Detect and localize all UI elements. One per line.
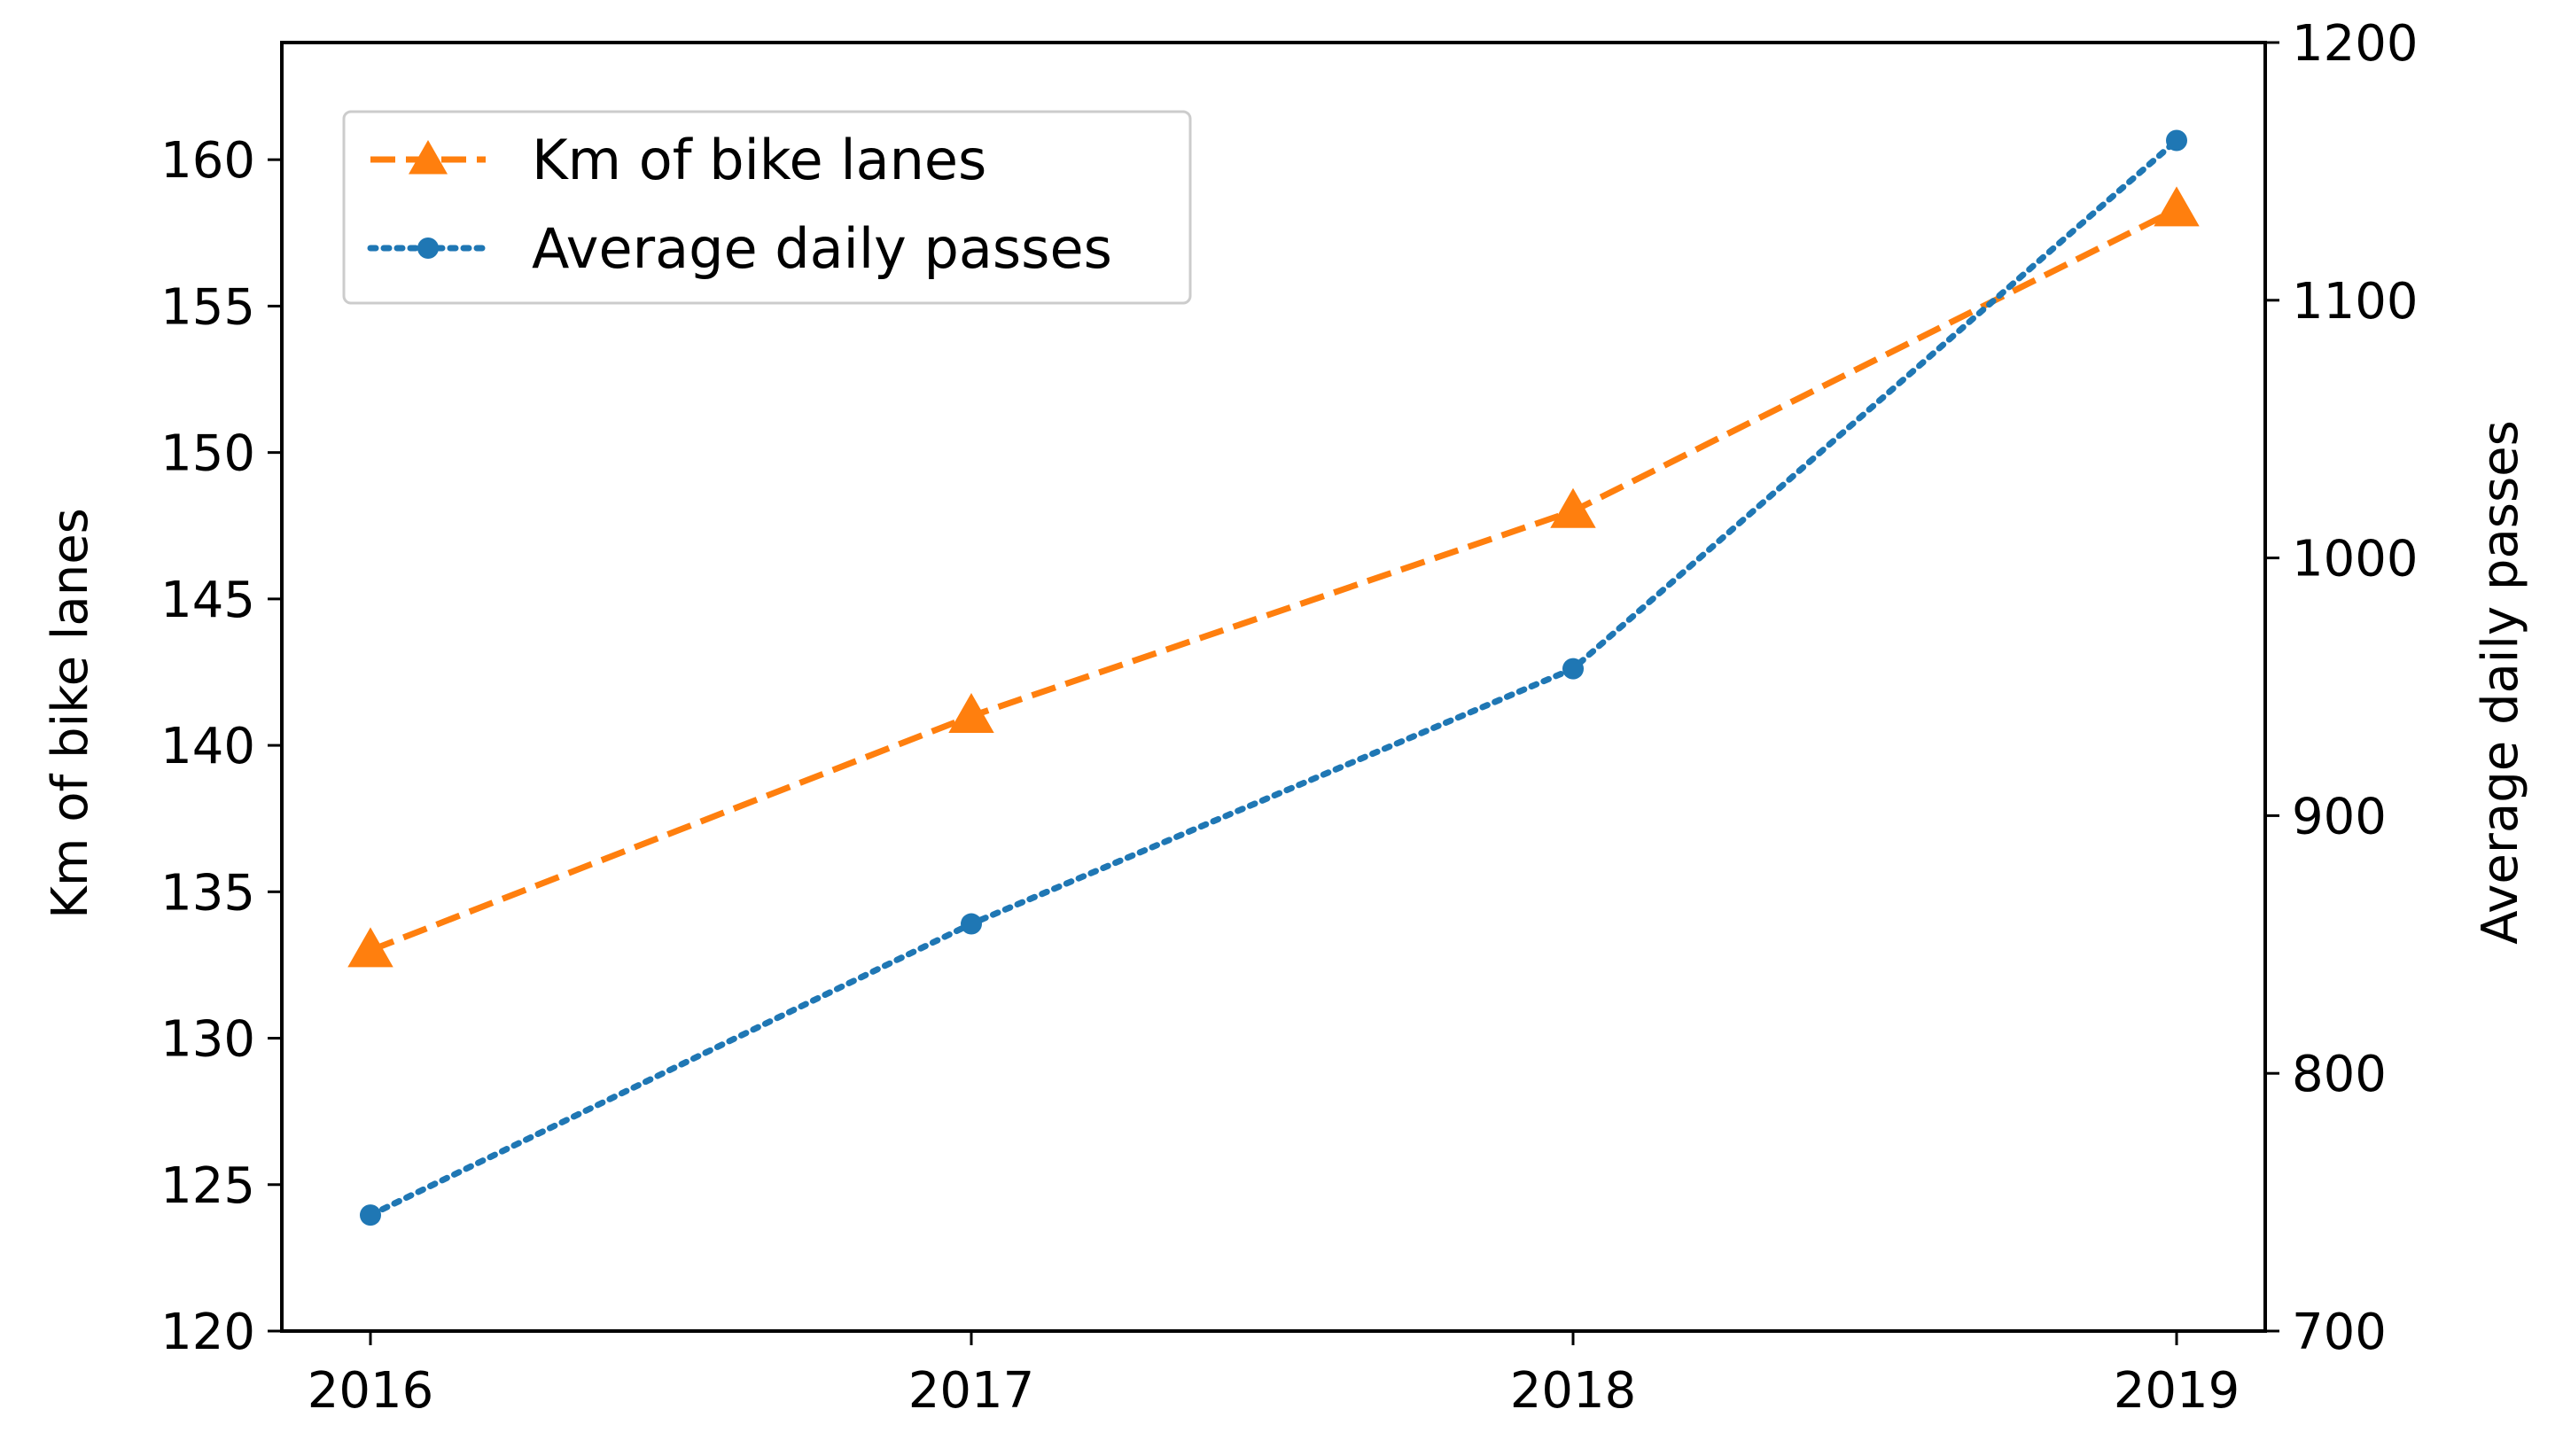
legend-entry-average-daily-passes: Average daily passes xyxy=(367,216,1112,281)
y2-tick-label: 700 xyxy=(2292,1304,2387,1361)
y2-tick-label: 1100 xyxy=(2292,273,2419,331)
y-tick-label: 125 xyxy=(160,1157,255,1215)
y2-tick-label: 900 xyxy=(2292,788,2387,845)
series-layer xyxy=(347,129,2200,1226)
y-tick-label: 155 xyxy=(160,278,255,336)
data-point-average-daily-passes xyxy=(961,913,982,935)
x-axis-ticks: 2016 2017 2018 2019 xyxy=(308,1331,2240,1420)
x-tick-label: 2019 xyxy=(2114,1362,2240,1420)
legend-label: Average daily passes xyxy=(532,216,1112,281)
x-tick-label: 2018 xyxy=(1510,1362,1637,1420)
y-tick-label: 145 xyxy=(160,572,255,629)
data-point-average-daily-passes xyxy=(1562,658,1584,680)
plot-frame xyxy=(280,41,2267,1333)
y2-tick-label: 1200 xyxy=(2292,15,2419,73)
y2-tick-label: 800 xyxy=(2292,1046,2387,1103)
y-axis-ticks: 120 125 130 135 140 145 150 155 160 xyxy=(160,132,282,1361)
series-line-km-of-bike-lanes xyxy=(369,206,2178,954)
y-tick-label: 160 xyxy=(160,132,255,190)
series-line-average-daily-passes xyxy=(367,137,2180,1219)
y2-axis-title: Average daily passes xyxy=(2472,420,2529,945)
y2-axis-ticks: 700 800 900 1000 1100 1200 xyxy=(2265,15,2419,1361)
legend-marker xyxy=(409,140,448,175)
y-tick-label: 150 xyxy=(160,425,255,483)
x-tick-label: 2017 xyxy=(908,1362,1035,1420)
y-tick-label: 135 xyxy=(160,864,255,922)
data-point-km-of-bike-lanes xyxy=(2154,186,2200,227)
legend-marker xyxy=(417,237,439,259)
y-tick-label: 140 xyxy=(160,718,255,775)
x-tick-label: 2016 xyxy=(308,1362,434,1420)
legend-entry-km-of-bike-lanes: Km of bike lanes xyxy=(370,128,986,192)
data-point-km-of-bike-lanes xyxy=(948,693,994,734)
data-point-average-daily-passes xyxy=(2166,129,2187,152)
legend: Km of bike lanes Average daily passes xyxy=(342,110,1192,305)
y-tick-label: 130 xyxy=(160,1011,255,1069)
y-axis-title: Km of bike lanes xyxy=(42,508,99,919)
data-point-km-of-bike-lanes xyxy=(347,927,393,968)
legend-box xyxy=(342,110,1192,305)
y2-tick-label: 1000 xyxy=(2292,531,2419,588)
legend-entries: Km of bike lanes Average daily passes xyxy=(367,128,1112,281)
legend-label: Km of bike lanes xyxy=(532,128,986,192)
y-tick-label: 120 xyxy=(160,1304,255,1361)
data-point-average-daily-passes xyxy=(360,1204,381,1226)
data-point-km-of-bike-lanes xyxy=(1550,487,1596,528)
